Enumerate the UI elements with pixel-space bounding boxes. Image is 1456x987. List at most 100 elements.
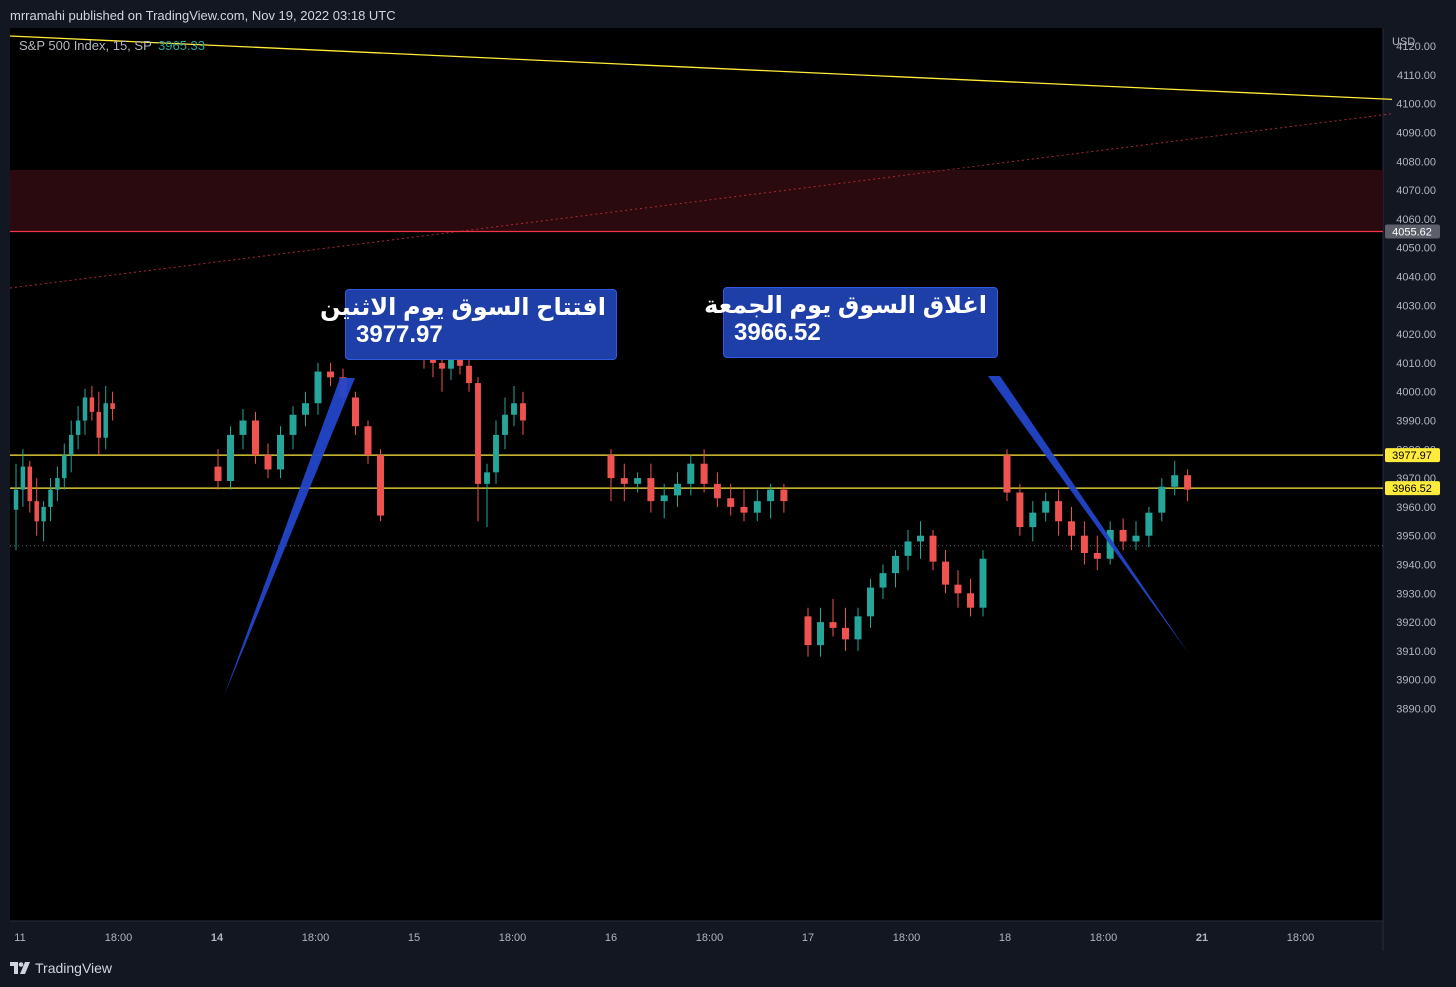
- candle-body: [277, 434, 284, 470]
- candle-body: [466, 365, 472, 384]
- candle: [1080, 521, 1088, 565]
- candle-body: [1184, 475, 1192, 490]
- callout-pointer-friday: [988, 376, 1189, 654]
- candle-body: [1158, 486, 1166, 513]
- y-tick-label: 4000.00: [1396, 387, 1436, 399]
- candle-body: [364, 426, 372, 456]
- y-tick-label: 4110.00: [1397, 70, 1436, 82]
- candle: [289, 406, 297, 450]
- candle-body: [314, 371, 322, 404]
- candle: [62, 443, 67, 490]
- candle-body: [942, 561, 949, 585]
- candle: [804, 607, 812, 657]
- candle-body: [439, 362, 445, 369]
- candle: [1055, 489, 1063, 536]
- y-tick-label: 4100.00: [1396, 99, 1436, 111]
- candle-body: [96, 411, 102, 438]
- candle-body: [929, 535, 937, 562]
- candle: [660, 483, 668, 519]
- candle: [1029, 501, 1037, 542]
- candle: [929, 529, 937, 571]
- callout-monday-open[interactable]: افتتاح السوق يوم الاثنين 3977.97: [320, 289, 617, 360]
- y-tick-label: 3900.00: [1396, 675, 1436, 687]
- candle-body: [660, 495, 668, 502]
- candle: [740, 489, 748, 522]
- candle-body: [62, 455, 67, 479]
- price-tag-3977.97: 3977.97: [1385, 448, 1440, 463]
- candle: [484, 463, 490, 528]
- candle: [520, 391, 526, 435]
- currency-label: USD: [1392, 36, 1415, 48]
- candle-body: [214, 466, 222, 481]
- x-tick-label: 18:00: [1287, 932, 1315, 944]
- candle: [1119, 518, 1127, 551]
- candle: [48, 478, 53, 522]
- candle-body: [68, 434, 74, 456]
- candle: [327, 362, 334, 386]
- callout-pointer-monday: [224, 378, 355, 696]
- candle-body: [700, 463, 708, 484]
- y-tick-label: 4010.00: [1396, 358, 1436, 370]
- y-tick-label: 4030.00: [1396, 300, 1436, 312]
- candle: [502, 397, 508, 450]
- candle-body: [804, 616, 812, 646]
- tradingview-brand[interactable]: TradingView: [10, 960, 112, 976]
- brand-name: TradingView: [35, 960, 113, 976]
- x-tick-label: 14: [211, 932, 224, 944]
- y-tick-label: 3940.00: [1396, 560, 1436, 572]
- candle: [867, 578, 874, 628]
- candle-body: [1016, 492, 1024, 528]
- candle: [55, 466, 60, 502]
- publish-info: mrramahi published on TradingView.com, N…: [10, 8, 396, 23]
- y-tick-label: 4120.00: [1396, 41, 1436, 53]
- candle-body: [727, 498, 735, 507]
- price-chart[interactable]: 3890.00 3900.00 3910.00 3920.00 3930.00 3940.…: [0, 28, 1456, 951]
- candle: [352, 391, 359, 435]
- callout-monday-value: 3977.97: [356, 321, 443, 348]
- candle-body: [34, 501, 39, 522]
- candle-body: [252, 420, 259, 456]
- candle-body: [620, 478, 628, 484]
- candle-body: [740, 506, 748, 513]
- candle: [75, 406, 81, 450]
- candle-body: [103, 403, 108, 438]
- y-tick-label: 3960.00: [1396, 502, 1436, 514]
- candle: [1184, 469, 1192, 502]
- candle-body: [867, 587, 874, 617]
- tradingview-logo-icon: [10, 962, 30, 974]
- candle-body: [607, 455, 615, 479]
- price-tag-bg: [1385, 448, 1440, 463]
- candle: [879, 564, 887, 600]
- candle-body: [713, 483, 721, 499]
- time-axis-background: [10, 921, 1383, 951]
- candle-body: [917, 535, 924, 542]
- candle-body: [1042, 501, 1050, 513]
- candle: [620, 463, 628, 502]
- candle: [264, 443, 272, 479]
- price-tag-4055.62: 4055.62: [1385, 224, 1440, 239]
- candle: [780, 483, 788, 513]
- candle-body: [1093, 552, 1101, 559]
- callout-friday-close[interactable]: اغلاق السوق يوم الجمعة 3966.52: [704, 287, 998, 358]
- candle: [713, 472, 721, 507]
- candle: [954, 570, 962, 608]
- dotted-trendline: [9, 113, 1393, 289]
- candle-body: [954, 584, 962, 594]
- candle-body: [20, 466, 26, 490]
- price-tag-text: 4055.62: [1392, 227, 1432, 239]
- candle: [829, 599, 837, 637]
- y-tick-label: 3930.00: [1396, 588, 1436, 600]
- candle-body: [302, 403, 309, 415]
- candle: [466, 357, 472, 392]
- zone-rect: [10, 169, 1383, 232]
- candle: [110, 391, 115, 421]
- y-tick-label: 4070.00: [1396, 185, 1436, 197]
- candle-body: [327, 371, 334, 378]
- candle: [817, 607, 824, 657]
- last-price-label: 3965.33: [158, 38, 205, 53]
- candle-body: [634, 478, 642, 484]
- candle-body: [110, 403, 115, 409]
- candle-body: [892, 555, 899, 574]
- candle: [942, 550, 949, 594]
- candle: [1003, 449, 1011, 502]
